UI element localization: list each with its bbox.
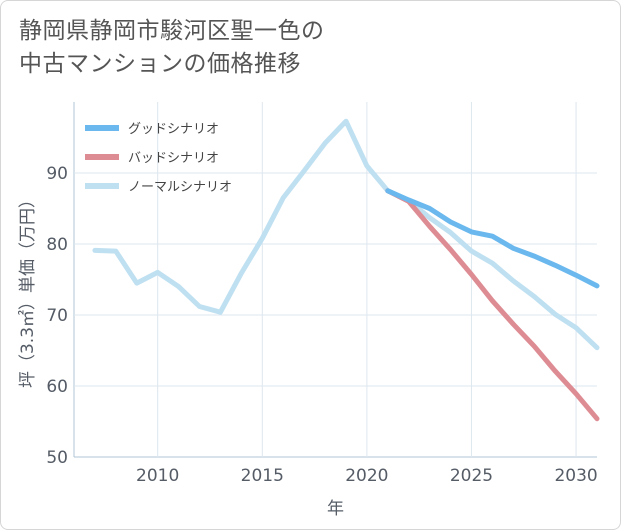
x-axis-label: 年 xyxy=(327,499,344,519)
chart-series-group xyxy=(92,118,600,422)
y-tick-label: 70 xyxy=(46,306,68,326)
x-tick-label: 2015 xyxy=(241,466,284,486)
legend-label-bad: バッドシナリオ xyxy=(128,151,219,166)
chart-grid xyxy=(73,102,597,458)
chart-ticks: 50 60 70 80 90 2010 2015 2020 2025 2030 xyxy=(46,164,597,486)
x-tick-label: 2010 xyxy=(136,466,179,486)
y-axis-label: 坪（3.3㎡）単価（万円） xyxy=(18,191,38,388)
chart-title-line-2: 中古マンションの価格推移 xyxy=(19,51,301,77)
y-tick-label: 90 xyxy=(46,164,68,184)
chart-title-line-1: 静岡県静岡市駿河区聖一色の xyxy=(19,18,325,44)
legend-label-good: グッドシナリオ xyxy=(128,122,219,137)
series-line-bad xyxy=(385,188,600,422)
y-tick-label: 80 xyxy=(46,235,68,255)
legend-label-normal: ノーマルシナリオ xyxy=(128,180,232,195)
y-tick-label: 60 xyxy=(46,377,68,397)
series-line-good xyxy=(385,188,600,289)
series-line-normal xyxy=(92,118,600,351)
x-tick-label: 2030 xyxy=(554,466,597,486)
chart-title: 静岡県静岡市駿河区聖一色の 中古マンションの価格推移 xyxy=(19,15,579,81)
x-tick-label: 2020 xyxy=(345,466,388,486)
x-tick-label: 2025 xyxy=(450,466,493,486)
y-tick-label: 50 xyxy=(46,448,68,468)
